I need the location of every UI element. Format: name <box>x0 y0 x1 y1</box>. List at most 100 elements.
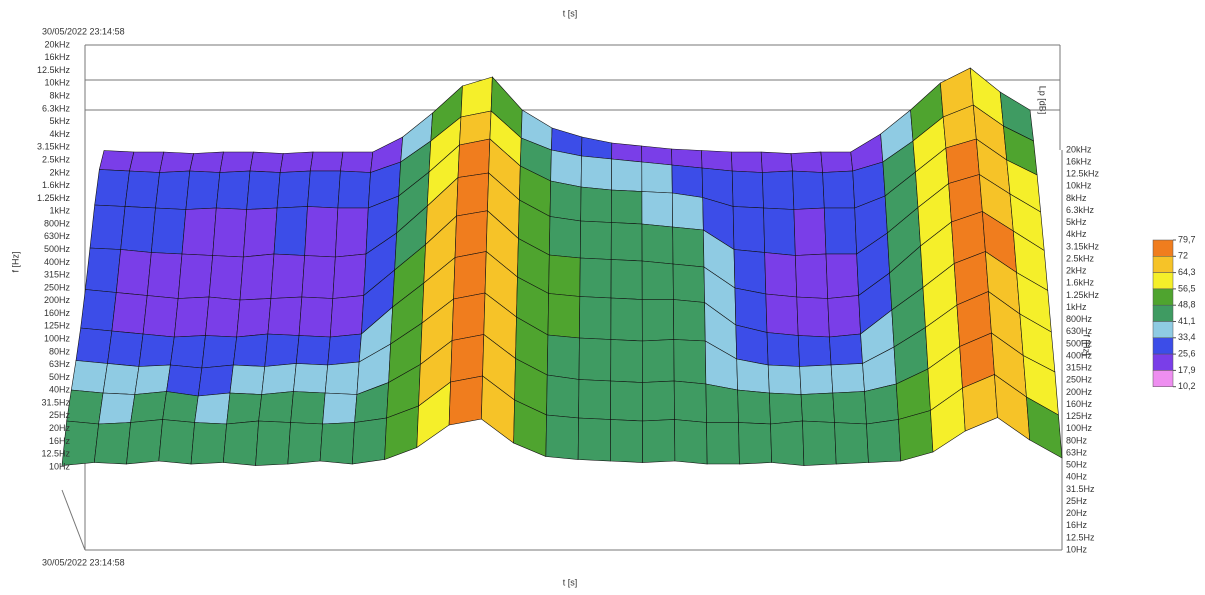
legend-swatch <box>1152 239 1174 257</box>
surface-cell <box>1026 396 1063 459</box>
surface-cell <box>159 151 194 173</box>
legend-swatch <box>1152 370 1174 387</box>
surface-cell <box>610 380 643 422</box>
surface-cell <box>547 293 581 339</box>
surface-cell <box>733 249 767 295</box>
surface-cell <box>273 206 308 256</box>
f-tick-label: 63Hz <box>49 359 71 369</box>
surface-cell <box>267 296 303 336</box>
f-tick-label-right: 3.15kHz <box>1066 241 1100 251</box>
surface-cell <box>732 206 765 253</box>
surface-cell <box>332 253 367 299</box>
f-tick-label-right: 6.3kHz <box>1066 205 1095 215</box>
surface-cell <box>124 170 160 209</box>
f-tick-label-right: 500Hz <box>1066 338 1093 348</box>
surface-cell <box>738 422 772 465</box>
f-tick-label-right: 40Hz <box>1066 472 1088 482</box>
surface-cell <box>834 422 869 465</box>
f-tick-label: 10Hz <box>49 461 71 471</box>
surface-cell <box>550 149 582 188</box>
f-tick-label: 2.5kHz <box>42 154 71 164</box>
f-tick-label: 630Hz <box>44 231 71 241</box>
surface-cell <box>352 417 387 465</box>
surface-cell <box>130 391 167 423</box>
surface-cell <box>765 293 799 336</box>
surface-cell <box>770 420 805 466</box>
f-tick-label-right: 10Hz <box>1066 544 1088 554</box>
surface-cell <box>126 419 163 465</box>
f-tick-label: 2kHz <box>49 167 70 177</box>
f-tick-label-right: 1kHz <box>1066 302 1087 312</box>
surface-cell <box>820 151 854 173</box>
surface-cell <box>671 192 704 231</box>
f-tick-label-right: 5kHz <box>1066 217 1087 227</box>
surface-cell <box>581 136 613 160</box>
surface-cell <box>825 253 859 299</box>
legend-swatch <box>1152 256 1174 273</box>
surface-cell <box>792 170 825 210</box>
surface-cell <box>802 420 837 466</box>
surface-cell <box>243 207 278 258</box>
surface-cell <box>222 420 259 466</box>
f-tick-label-right: 8kHz <box>1066 193 1087 203</box>
surface-cell <box>75 327 113 364</box>
surface-cell <box>610 419 643 463</box>
f-tick-label: 100Hz <box>44 333 71 343</box>
f-tick-label-right: 160Hz <box>1066 399 1093 409</box>
f-tick-label: 400Hz <box>44 257 71 267</box>
timestamp: 30/05/2022 23:14:58 <box>42 26 125 36</box>
surface-cell <box>111 292 148 335</box>
surface-cell <box>448 375 483 426</box>
surface-cell <box>246 170 281 210</box>
f-tick-label: 16kHz <box>44 52 70 62</box>
surface-cell <box>767 364 802 395</box>
f-tick-label: 40Hz <box>49 385 71 395</box>
surface-cell <box>89 204 126 250</box>
surface-cell <box>549 216 581 259</box>
legend-label: 10,2 <box>1178 381 1196 391</box>
surface-cell <box>322 392 358 425</box>
f-tick-label-right: 2kHz <box>1066 266 1087 276</box>
surface-cell <box>641 260 674 300</box>
f-tick-label: 16Hz <box>49 436 71 446</box>
surface-cell <box>249 151 284 173</box>
surface-cell <box>205 296 241 338</box>
f-tick-label-right: 250Hz <box>1066 375 1093 385</box>
f-tick-label: 125Hz <box>44 321 71 331</box>
f-tick-label: 1kHz <box>49 206 70 216</box>
f-tick-label: 80Hz <box>49 346 71 356</box>
surface-cell <box>611 158 643 192</box>
f-tick-label: 1.6kHz <box>42 180 71 190</box>
surface-cell <box>546 334 580 380</box>
surface-cell <box>827 295 861 338</box>
surface-cell <box>298 296 334 338</box>
f-tick-label: 8kHz <box>49 91 70 101</box>
f-tick-label-right: 315Hz <box>1066 363 1093 373</box>
z-axis-label: Lp [dB] <box>1038 86 1048 115</box>
legend-label: 41,1 <box>1178 316 1196 326</box>
surface-cell <box>731 170 764 209</box>
surface-cell <box>293 363 329 394</box>
surface-cell <box>85 247 121 293</box>
surface-cell <box>790 151 823 173</box>
surface <box>61 67 1063 466</box>
surface-cell <box>610 339 643 383</box>
surface-cell <box>226 392 263 425</box>
surface-cell <box>102 363 140 395</box>
surface-cell <box>460 76 493 118</box>
surface-cell <box>866 419 902 463</box>
surface-cell <box>673 380 707 423</box>
surface-cell <box>457 138 491 178</box>
surface-cell <box>93 422 131 465</box>
surface-cell <box>194 392 231 425</box>
surface-cell <box>822 170 856 209</box>
surface-cell <box>672 226 705 268</box>
surface-cell <box>610 259 643 300</box>
f-tick-label: 4kHz <box>49 129 70 139</box>
f-tick-label-right: 1.25kHz <box>1066 290 1100 300</box>
f-tick-label: 12.5kHz <box>37 65 71 75</box>
surface-cell <box>864 383 899 425</box>
surface-cell <box>158 419 195 465</box>
surface-cell <box>641 161 673 194</box>
